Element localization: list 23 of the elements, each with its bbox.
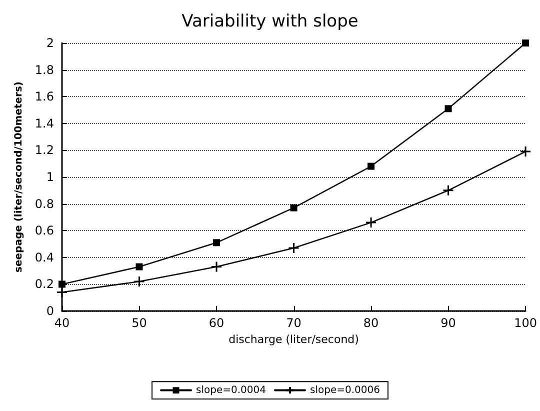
y-axis-title: seepage (liter/second/100meters) [14,82,25,272]
y-tick-label: 0.4 [34,250,54,264]
x-axis-title: discharge (liter/second) [228,332,359,346]
y-tick-label: 1.6 [34,90,54,104]
y-tick-label: 1 [46,170,54,184]
x-tick-label: 40 [54,316,70,330]
y-tick-label: 0.6 [34,224,54,238]
y-tick-label: 0.2 [34,277,54,292]
y-tick-label: 0 [46,304,54,318]
y-tick-label: 0.8 [34,196,54,211]
x-tick-label: 80 [363,316,379,330]
y-tick-label: 1.4 [34,116,54,130]
x-tick-label: 90 [440,316,456,330]
x-tick-label: 100 [514,316,537,330]
legend-label: slope=0.0006 [310,384,380,396]
y-tick-label: 2 [46,36,54,50]
x-tick-label: 50 [132,316,147,330]
y-tick-label: 1.2 [34,143,54,158]
chart-title: Variability with slope [182,12,358,32]
x-tick-label: 60 [208,316,224,330]
legend-label: slope=0.0004 [196,384,266,396]
x-tick-label: 70 [286,316,302,330]
y-tick-label: 1.8 [34,62,54,77]
